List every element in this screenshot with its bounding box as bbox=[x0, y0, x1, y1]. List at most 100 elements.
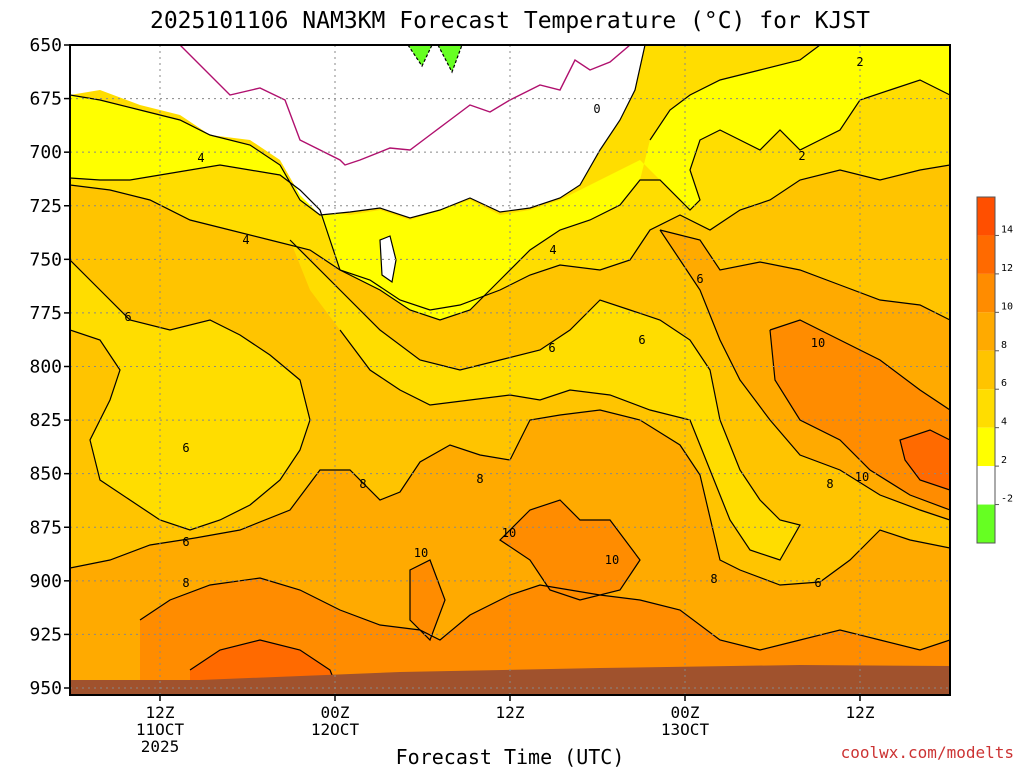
y-tick-label-8: 850 bbox=[29, 464, 62, 485]
x-tick-label-0-2: 2025 bbox=[141, 737, 180, 756]
y-tick-label-7: 825 bbox=[29, 410, 62, 431]
contour-8C-upper-b bbox=[659, 229, 950, 521]
x-tick-label-1-1: 12OCT bbox=[311, 720, 360, 739]
colorbar-segment-1 bbox=[977, 235, 995, 274]
contour-label-17: 10 bbox=[502, 526, 516, 540]
contour-minus2C-a bbox=[407, 45, 433, 68]
x-tick-label-0-1: 11OCT bbox=[136, 720, 185, 739]
y-tick-label-3: 725 bbox=[29, 196, 62, 217]
band-10-12-d bbox=[410, 560, 445, 640]
band-10-12-b bbox=[500, 500, 640, 600]
band-10-12-c bbox=[770, 320, 950, 510]
contour-lines bbox=[70, 45, 950, 695]
y-tick-label-2: 700 bbox=[29, 142, 62, 163]
contour-label-22: 6 bbox=[814, 576, 821, 590]
contour-label-3: 2 bbox=[798, 149, 805, 163]
contour-label-8: 6 bbox=[548, 341, 555, 355]
colorbar-label-6: 2 bbox=[1001, 455, 1007, 466]
x-tick-label-1-0: 00Z bbox=[321, 703, 350, 722]
colorbar-segment-5 bbox=[977, 389, 995, 428]
y-tick-label-9: 875 bbox=[29, 517, 62, 538]
contour-label-16: 10 bbox=[811, 336, 825, 350]
contour-8C-upper bbox=[659, 229, 950, 321]
credit-text[interactable]: coolwx.com/modelts bbox=[841, 743, 1014, 762]
x-tick-label-3-0: 00Z bbox=[671, 703, 700, 722]
contour-label-6: 6 bbox=[124, 310, 131, 324]
contour-10C-b bbox=[499, 499, 641, 601]
band-2-4 bbox=[70, 45, 950, 320]
colorbar-label-5: 4 bbox=[1001, 417, 1007, 428]
contour-2C-right bbox=[649, 45, 821, 141]
colorbar-frame bbox=[976, 196, 996, 544]
contour-label-5: 4 bbox=[549, 243, 556, 257]
colorbar-label-1: 12 bbox=[1001, 263, 1013, 274]
contour-white-pocket bbox=[379, 235, 397, 284]
contour-label-19: 10 bbox=[605, 553, 619, 567]
contour-label-0: 2 bbox=[856, 55, 863, 69]
contour-10C-c2 bbox=[769, 329, 950, 511]
contour-label-18: 10 bbox=[414, 546, 428, 560]
plot-area bbox=[70, 45, 950, 695]
x-tick-label-3-1: 13OCT bbox=[661, 720, 710, 739]
band-minus4-minus2-b bbox=[438, 45, 462, 72]
y-tick-label-4: 750 bbox=[29, 249, 62, 270]
contour-label-11: 6 bbox=[182, 535, 189, 549]
contour-label-15: 8 bbox=[710, 572, 717, 586]
contour-10C bbox=[139, 577, 950, 651]
contour-label-9: 6 bbox=[638, 333, 645, 347]
x-tick-label-2-0: 12Z bbox=[496, 703, 525, 722]
contour-6C-b bbox=[70, 164, 950, 311]
contour-4C bbox=[70, 79, 950, 321]
contour-minus2C-b bbox=[437, 45, 463, 74]
x-tick-label-4-0: 12Z bbox=[846, 703, 875, 722]
contour-label-13: 8 bbox=[476, 472, 483, 486]
colorbar-segment-4 bbox=[977, 350, 995, 390]
contour-10C-d bbox=[409, 559, 446, 642]
colorbar-label-0: 14 bbox=[1001, 224, 1013, 235]
colorbar-label-3: 8 bbox=[1001, 340, 1007, 351]
band-10-12-a bbox=[140, 578, 950, 695]
contour-2C bbox=[70, 45, 646, 219]
colorbar-segment-7 bbox=[977, 466, 995, 505]
contour-label-12: 8 bbox=[359, 477, 366, 491]
colorbar-segment-0 bbox=[977, 197, 995, 236]
band-4-6-b bbox=[70, 260, 310, 530]
contour-12C bbox=[189, 639, 341, 695]
y-tick-label-0: 650 bbox=[29, 35, 62, 56]
contour-label-4: 4 bbox=[242, 233, 249, 247]
contour-12C-b bbox=[899, 429, 950, 491]
contour-8C bbox=[70, 409, 950, 586]
colorbar: 14 12 10 8 6 4 2 -2 bbox=[976, 196, 1013, 544]
band-12-14-b bbox=[900, 430, 950, 490]
colorbar-segment-8 bbox=[977, 504, 995, 543]
x-axis-label: Forecast Time (UTC) bbox=[396, 745, 625, 768]
band-minus4-minus2-a bbox=[408, 45, 432, 66]
colorbar-label-7: -2 bbox=[1001, 494, 1013, 505]
y-tick-label-11: 925 bbox=[29, 624, 62, 645]
colorbar-label-2: 10 bbox=[1001, 301, 1013, 312]
y-tick-label-10: 900 bbox=[29, 571, 62, 592]
colorbar-segment-2 bbox=[977, 273, 995, 313]
y-tick-label-5: 775 bbox=[29, 303, 62, 324]
contour-0C bbox=[179, 45, 631, 166]
colorbar-segment-3 bbox=[977, 312, 995, 351]
contour-label-7: 6 bbox=[696, 272, 703, 286]
band-minus2-2 bbox=[70, 45, 645, 218]
contour-label-2: 4 bbox=[197, 151, 204, 165]
contour-label-10: 6 bbox=[182, 441, 189, 455]
contour-label-20: 10 bbox=[855, 470, 869, 484]
chart-title: 2025101106 NAM3KM Forecast Temperature (… bbox=[150, 8, 870, 34]
contour-label-21: 8 bbox=[182, 576, 189, 590]
colorbar-label-4: 6 bbox=[1001, 378, 1007, 389]
contour-labels: 2 0 4 2 4 4 6 6 6 6 6 6 8 8 8 8 10 10 10 10 10 8 6 bbox=[124, 55, 869, 590]
x-tick-label-0-0: 12Z bbox=[146, 703, 175, 722]
contour-label-1: 0 bbox=[593, 102, 600, 116]
contour-6C-c bbox=[289, 239, 801, 561]
contour-label-14: 8 bbox=[826, 477, 833, 491]
y-tick-label-6: 800 bbox=[29, 357, 62, 378]
grid-lines bbox=[70, 45, 950, 695]
y-tick-label-1: 675 bbox=[29, 89, 62, 110]
band-4-6-c bbox=[290, 240, 800, 560]
